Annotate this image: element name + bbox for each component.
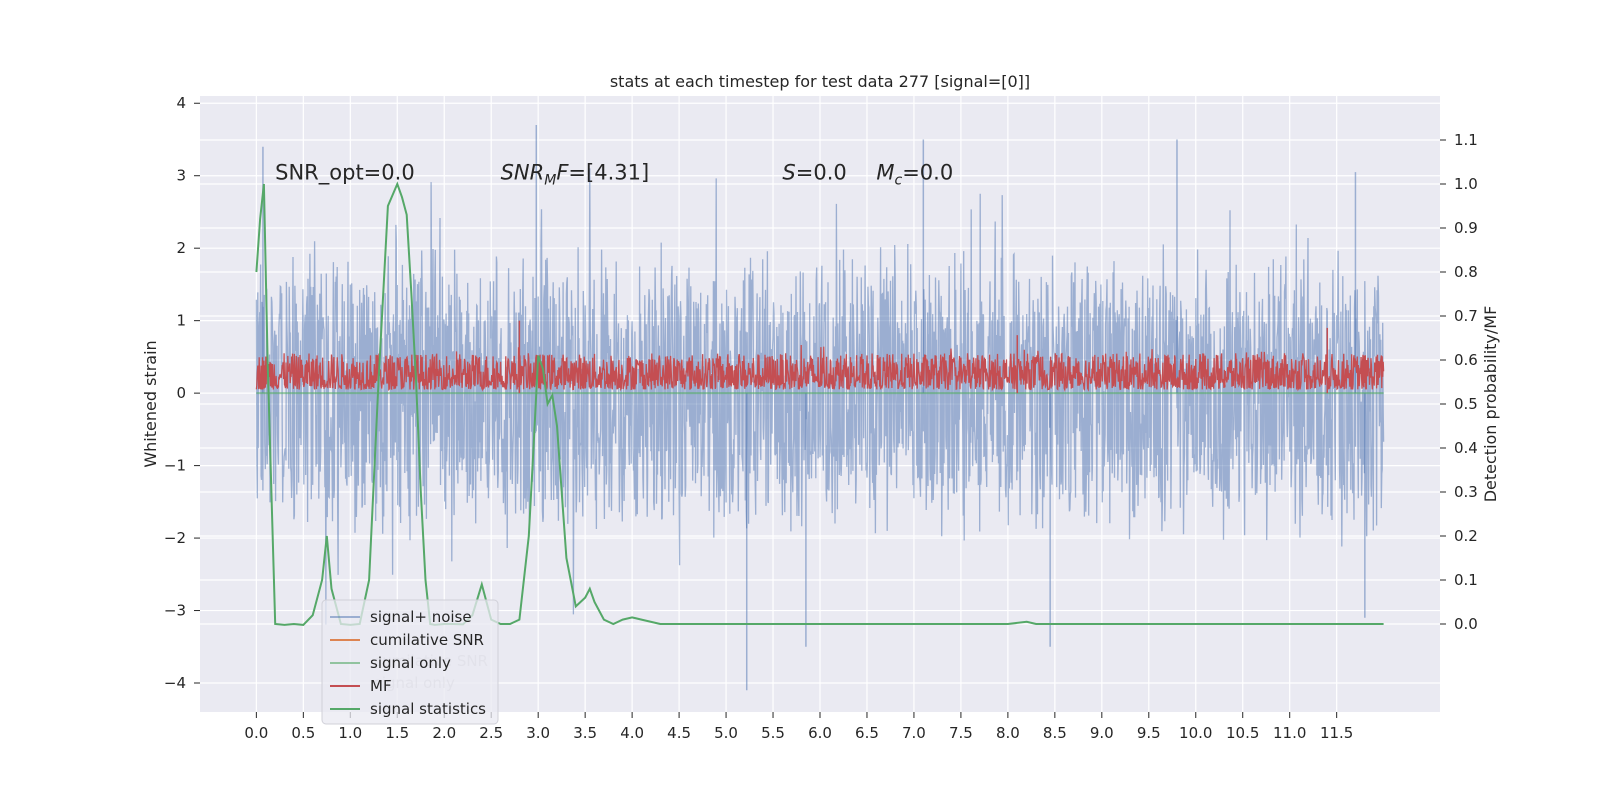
y2-tick-label: 0.6	[1454, 351, 1478, 369]
x-tick-label: 1.0	[338, 724, 362, 742]
y-axis-label: Whitened strain	[141, 340, 160, 467]
legend-label: signal statistics	[370, 700, 486, 718]
series-line-0	[255, 168, 1385, 625]
x-tick-label: 9.0	[1090, 724, 1114, 742]
x-tick-label: 3.5	[573, 724, 597, 742]
x-tick-label: 7.5	[949, 724, 973, 742]
legend-label: cumilative SNR	[370, 631, 484, 649]
x-tick-label: 4.0	[620, 724, 644, 742]
y-tick-label: 1	[176, 312, 186, 330]
series-line-3	[255, 344, 1385, 392]
annotation: SNR_opt=0.0	[275, 160, 415, 185]
x-tick-label: 8.0	[996, 724, 1020, 742]
x-tick-label: 11.5	[1320, 724, 1353, 742]
y2-tick-label: 0.7	[1454, 307, 1478, 325]
y-tick-label: −2	[164, 529, 186, 547]
x-tick-label: 3.0	[526, 724, 550, 742]
x-tick-label: 10.5	[1226, 724, 1259, 742]
y-tick-label: −4	[164, 674, 186, 692]
annotation: SNRMF=[4.31]	[501, 160, 650, 188]
chart-title: stats at each timestep for test data 277…	[610, 72, 1030, 91]
x-axis: 0.0 0.5 1.0 1.5 2.0 2.5 3.0 3.5 4.0 4.5 5.0 5.5 6.0 6…	[244, 712, 1353, 742]
legend-box	[321, 599, 499, 725]
x-tick-label: 7.0	[902, 724, 926, 742]
x-tick-label: 2.5	[479, 724, 503, 742]
y2-tick-label: 1.1	[1454, 131, 1478, 149]
x-tick-label: 6.0	[808, 724, 832, 742]
x-tick-label: 0.0	[244, 724, 268, 742]
x-tick-label: 11.0	[1273, 724, 1306, 742]
x-tick-label: 9.5	[1137, 724, 1161, 742]
y2-tick-label: 0.9	[1454, 219, 1478, 237]
y-tick-label: 2	[176, 239, 186, 257]
y-tick-label: −1	[164, 457, 186, 475]
y2-tick-label: 0.4	[1454, 439, 1478, 457]
y2-tick-label: 0.8	[1454, 263, 1478, 281]
x-tick-label: 10.0	[1179, 724, 1212, 742]
y-tick-label: 3	[176, 167, 186, 185]
x-tick-label: 5.0	[714, 724, 738, 742]
y-axis-left: −4 −3 −2 −1 0 1 2 3 4	[164, 94, 200, 692]
y2-tick-label: 0.0	[1454, 615, 1478, 633]
annotation: S=0.0	[782, 160, 846, 184]
y-axis-right: 0.0 0.1 0.2 0.3 0.4 0.5 0.6 0.7 0.8 0.9 1.0 1.1	[1440, 131, 1478, 633]
x-tick-label: 1.5	[385, 724, 409, 742]
legend-label: signal+ noise	[370, 608, 472, 626]
x-tick-label: 5.5	[761, 724, 785, 742]
x-tick-label: 6.5	[855, 724, 879, 742]
legend-label: MF	[370, 677, 392, 695]
y-tick-label: −3	[164, 602, 186, 620]
x-tick-label: 2.0	[432, 724, 456, 742]
y2-tick-label: 0.2	[1454, 527, 1478, 545]
x-tick-label: 0.5	[291, 724, 315, 742]
y2-tick-label: 0.5	[1454, 395, 1478, 413]
y2-axis-label: Detection probability/MF	[1481, 306, 1500, 503]
x-tick-label: 8.5	[1043, 724, 1067, 742]
y-tick-label: 4	[176, 94, 186, 112]
annotation: Mc=0.0	[876, 160, 953, 188]
annotations: SNR_opt=0.0 SNRMF=[4.31] S=0.0 Mc=0.0	[275, 160, 953, 188]
legend-label: signal only	[370, 654, 451, 672]
x-tick-label: 4.5	[667, 724, 691, 742]
y2-tick-label: 0.1	[1454, 571, 1478, 589]
y2-tick-label: 0.3	[1454, 483, 1478, 501]
y-tick-label: 0	[176, 384, 186, 402]
y2-tick-label: 1.0	[1454, 175, 1478, 193]
